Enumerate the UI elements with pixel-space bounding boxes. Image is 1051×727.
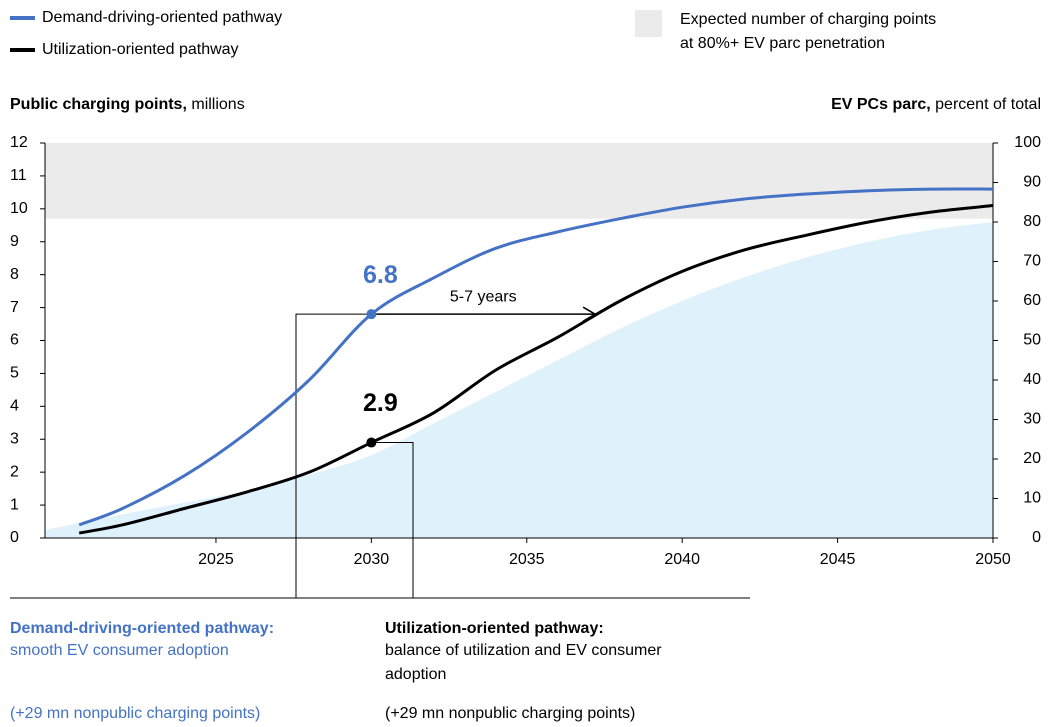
band-swatch	[635, 10, 662, 37]
band	[45, 143, 993, 219]
y-tick-label: 7	[10, 299, 19, 316]
y2-tick-label: 60	[1023, 292, 1041, 309]
series-line	[78, 204, 994, 535]
callout-text: smooth EV consumer adoption	[10, 642, 229, 659]
x-tick-label: 2050	[975, 551, 1011, 568]
x-tick-label: 2035	[509, 551, 545, 568]
y-tick-label: 6	[10, 332, 19, 349]
y-axis-title-rest: millions	[191, 96, 244, 113]
y-tick-label: 5	[10, 365, 19, 382]
y2-tick-label: 10	[1023, 490, 1041, 507]
x-tick-label: 2025	[198, 551, 234, 568]
x-tick-label: 2045	[820, 551, 856, 568]
x-tick-label: 2030	[354, 551, 390, 568]
y2-tick-label: 40	[1023, 371, 1041, 388]
y-tick-label: 12	[10, 134, 28, 151]
y2-tick-label: 20	[1023, 450, 1041, 467]
y2-tick-label: 90	[1023, 174, 1041, 191]
y-tick-label: 8	[10, 266, 19, 283]
y-tick-label: 11	[10, 167, 27, 184]
band-label: at 80%+ EV parc penetration	[680, 35, 885, 52]
highlight-point	[366, 437, 377, 448]
callout-text: balance of utilization and EV consumer	[385, 642, 662, 659]
callout-title: Utilization-oriented pathway:	[385, 620, 604, 637]
y2-tick-label: 30	[1023, 411, 1041, 428]
arrow-label: 5-7 years	[450, 288, 517, 305]
arrowhead	[582, 306, 597, 322]
y2-tick-label: 100	[1014, 134, 1041, 151]
band-label: Expected number of charging points	[680, 11, 936, 28]
callout-leader	[295, 313, 372, 598]
x-tick-label: 2040	[664, 551, 700, 568]
y-tick-label: 4	[10, 398, 19, 415]
y-axis-title-bold: Public charging points,	[10, 96, 187, 113]
y-tick-label: 0	[10, 529, 19, 546]
y-axis-title: Public charging points, millions	[10, 96, 245, 113]
callout-title: Demand-driving-oriented pathway:	[10, 620, 274, 637]
y2-axis-title-bold: EV PCs parc,	[831, 96, 931, 113]
y2-axis-title-rest: percent of total	[935, 96, 1041, 113]
y-tick-label: 2	[10, 463, 19, 480]
y2-tick-label: 0	[1032, 529, 1041, 546]
y-tick-label: 1	[10, 496, 19, 513]
legend-label: Utilization-oriented pathway	[42, 41, 239, 58]
callout-text: adoption	[385, 666, 446, 683]
highlight-label: 2.9	[363, 389, 398, 417]
highlight-label: 6.8	[363, 261, 398, 289]
y2-axis-title: EV PCs parc, percent of total	[831, 96, 1041, 113]
y2-tick-label: 50	[1023, 332, 1041, 349]
plot: 0123456789101112010203040506070809010020…	[10, 134, 1041, 598]
y-tick-label: 10	[10, 200, 28, 217]
y-tick-label: 3	[10, 430, 19, 447]
callout-note: (+29 mn nonpublic charging points)	[10, 705, 260, 722]
y2-tick-label: 80	[1023, 213, 1041, 230]
callout-note: (+29 mn nonpublic charging points)	[385, 705, 635, 722]
y-tick-label: 9	[10, 233, 19, 250]
legend-label: Demand-driving-oriented pathway	[42, 9, 282, 26]
series-line	[78, 187, 994, 527]
callout-leader	[371, 442, 414, 598]
highlight-point	[366, 309, 377, 320]
area	[45, 222, 993, 538]
y2-tick-label: 70	[1023, 253, 1041, 270]
